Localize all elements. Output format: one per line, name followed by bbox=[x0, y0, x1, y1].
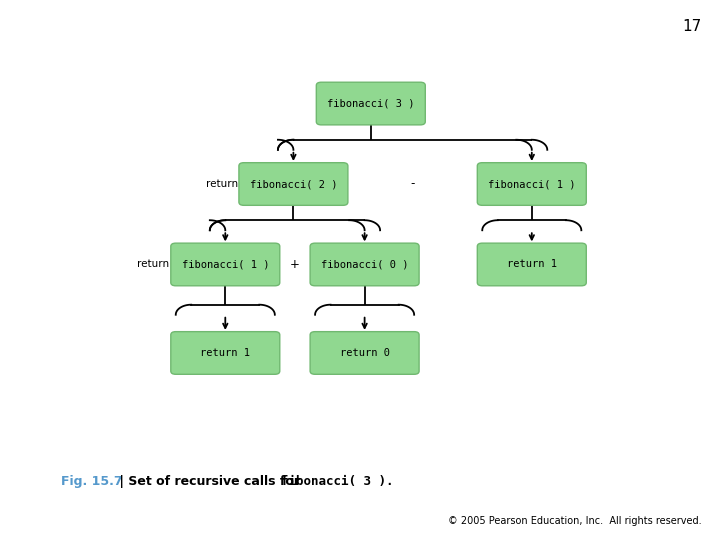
FancyBboxPatch shape bbox=[310, 332, 419, 374]
Text: fibonacci( 0 ): fibonacci( 0 ) bbox=[321, 259, 408, 269]
Text: fibonacci( 3 ).: fibonacci( 3 ). bbox=[281, 475, 393, 488]
Text: return 1: return 1 bbox=[200, 348, 251, 358]
FancyBboxPatch shape bbox=[239, 163, 348, 205]
Text: © 2005 Pearson Education, Inc.  All rights reserved.: © 2005 Pearson Education, Inc. All right… bbox=[449, 516, 702, 526]
FancyBboxPatch shape bbox=[316, 82, 426, 125]
Text: Fig. 15.7: Fig. 15.7 bbox=[61, 475, 123, 488]
FancyBboxPatch shape bbox=[477, 243, 586, 286]
Text: fibonacci( 1 ): fibonacci( 1 ) bbox=[488, 179, 575, 189]
FancyBboxPatch shape bbox=[171, 243, 280, 286]
Text: ►: ► bbox=[629, 508, 638, 521]
Text: ◄: ◄ bbox=[611, 508, 621, 521]
Text: fibonacci( 2 ): fibonacci( 2 ) bbox=[250, 179, 337, 189]
Text: fibonacci( 1 ): fibonacci( 1 ) bbox=[181, 259, 269, 269]
FancyBboxPatch shape bbox=[171, 332, 280, 374]
Text: return 0: return 0 bbox=[340, 348, 390, 358]
FancyBboxPatch shape bbox=[477, 163, 586, 205]
Text: +: + bbox=[290, 258, 300, 271]
Text: return: return bbox=[205, 179, 238, 189]
Text: return 1: return 1 bbox=[507, 259, 557, 269]
FancyBboxPatch shape bbox=[310, 243, 419, 286]
Text: | Set of recursive calls for: | Set of recursive calls for bbox=[115, 475, 305, 488]
Text: fibonacci( 3 ): fibonacci( 3 ) bbox=[327, 98, 415, 109]
Text: return: return bbox=[138, 259, 170, 269]
Text: -: - bbox=[410, 178, 415, 191]
Text: 17: 17 bbox=[683, 19, 702, 34]
